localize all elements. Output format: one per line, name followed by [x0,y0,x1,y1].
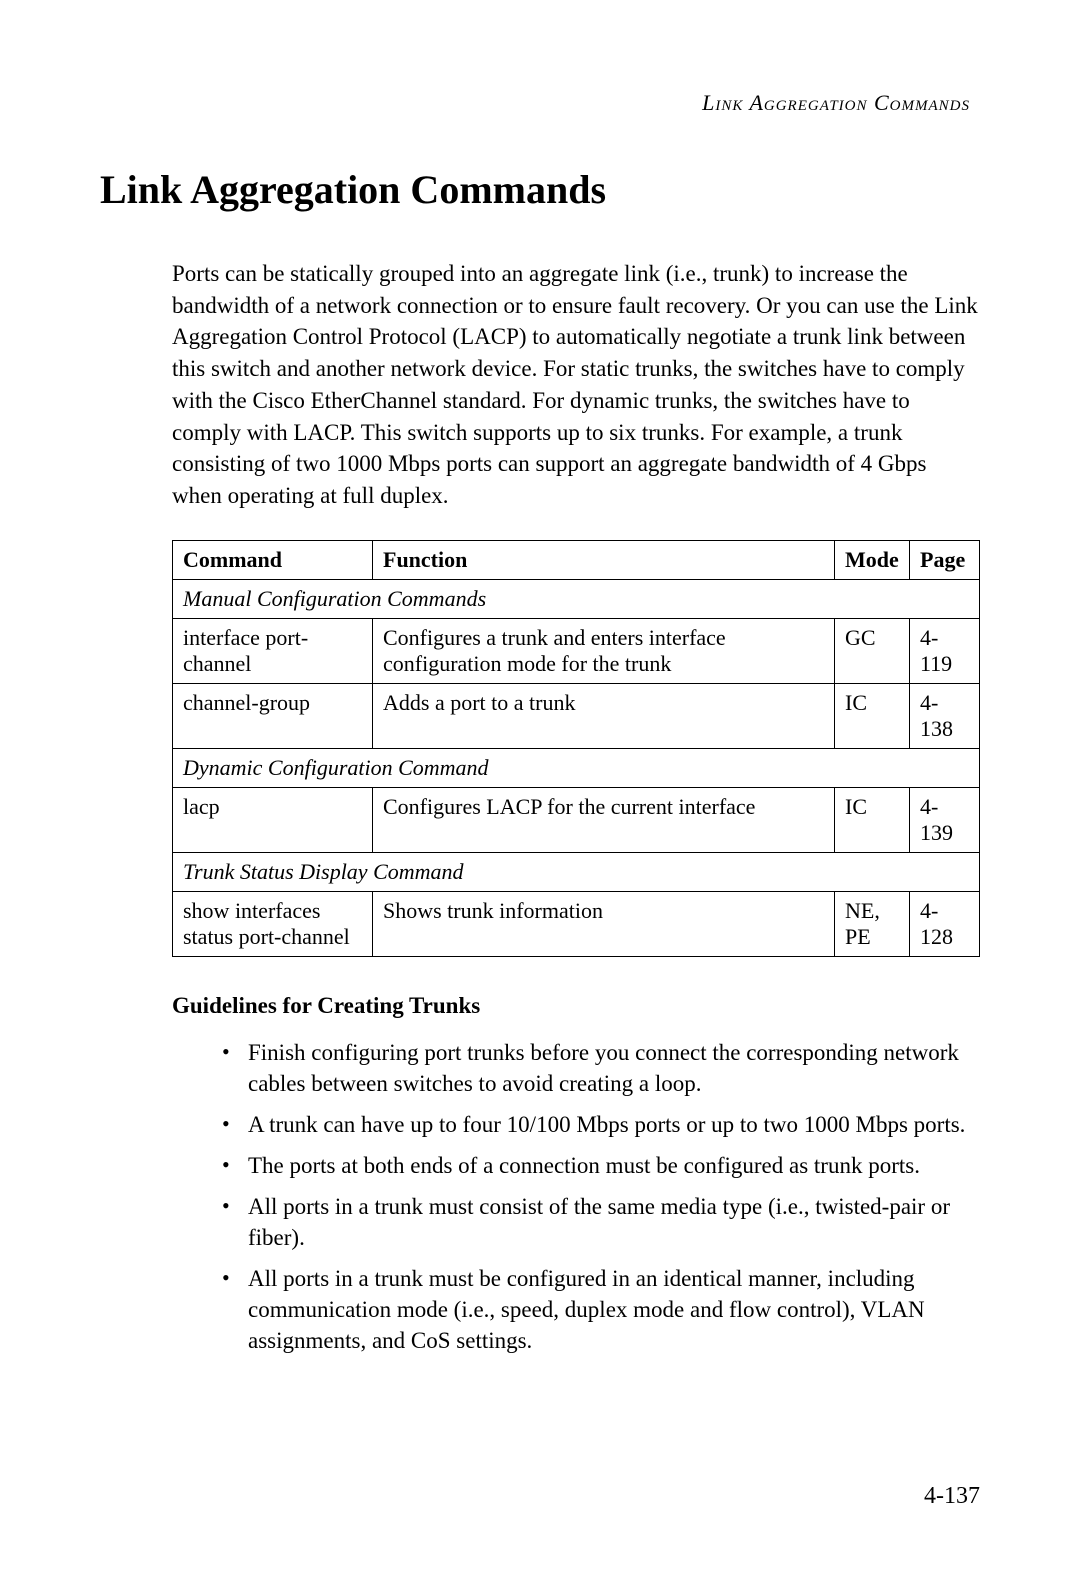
intro-paragraph: Ports can be statically grouped into an … [172,258,980,512]
cell-function: Shows trunk information [373,891,835,956]
page-number: 4-137 [924,1483,980,1510]
list-item: All ports in a trunk must be configured … [220,1263,980,1356]
cell-function: Configures a trunk and enters interface … [373,618,835,683]
list-item: The ports at both ends of a connection m… [220,1150,980,1181]
table-section-row: Manual Configuration Commands [173,579,980,618]
section-label: Manual Configuration Commands [173,579,980,618]
running-header: Link Aggregation Commands [100,90,980,116]
table-row: channel-group Adds a port to a trunk IC … [173,683,980,748]
table-header-row: Command Function Mode Page [173,540,980,579]
list-item: A trunk can have up to four 10/100 Mbps … [220,1109,980,1140]
guidelines-heading: Guidelines for Creating Trunks [172,993,980,1019]
section-label: Trunk Status Display Command [173,852,980,891]
section-label: Dynamic Configuration Command [173,748,980,787]
table-row: interface port-channel Configures a trun… [173,618,980,683]
page-title: Link Aggregation Commands [100,166,980,213]
running-title: Link Aggregation Commands [702,90,970,115]
cell-function: Adds a port to a trunk [373,683,835,748]
cell-mode: IC [835,683,910,748]
cell-mode: IC [835,787,910,852]
table-row: lacp Configures LACP for the current int… [173,787,980,852]
table-section-row: Dynamic Configuration Command [173,748,980,787]
cell-page: 4-128 [910,891,980,956]
command-table: Command Function Mode Page Manual Config… [172,540,980,957]
cell-mode: NE, PE [835,891,910,956]
cell-mode: GC [835,618,910,683]
cell-command: show interfaces status port-channel [173,891,373,956]
table-section-row: Trunk Status Display Command [173,852,980,891]
cell-command: interface port-channel [173,618,373,683]
guidelines-list: Finish configuring port trunks before yo… [220,1037,980,1356]
cell-page: 4-139 [910,787,980,852]
table-row: show interfaces status port-channel Show… [173,891,980,956]
cell-page: 4-138 [910,683,980,748]
th-page: Page [910,540,980,579]
cell-page: 4-119 [910,618,980,683]
th-mode: Mode [835,540,910,579]
cell-function: Configures LACP for the current interfac… [373,787,835,852]
cell-command: channel-group [173,683,373,748]
th-command: Command [173,540,373,579]
th-function: Function [373,540,835,579]
cell-command: lacp [173,787,373,852]
list-item: Finish configuring port trunks before yo… [220,1037,980,1099]
list-item: All ports in a trunk must consist of the… [220,1191,980,1253]
